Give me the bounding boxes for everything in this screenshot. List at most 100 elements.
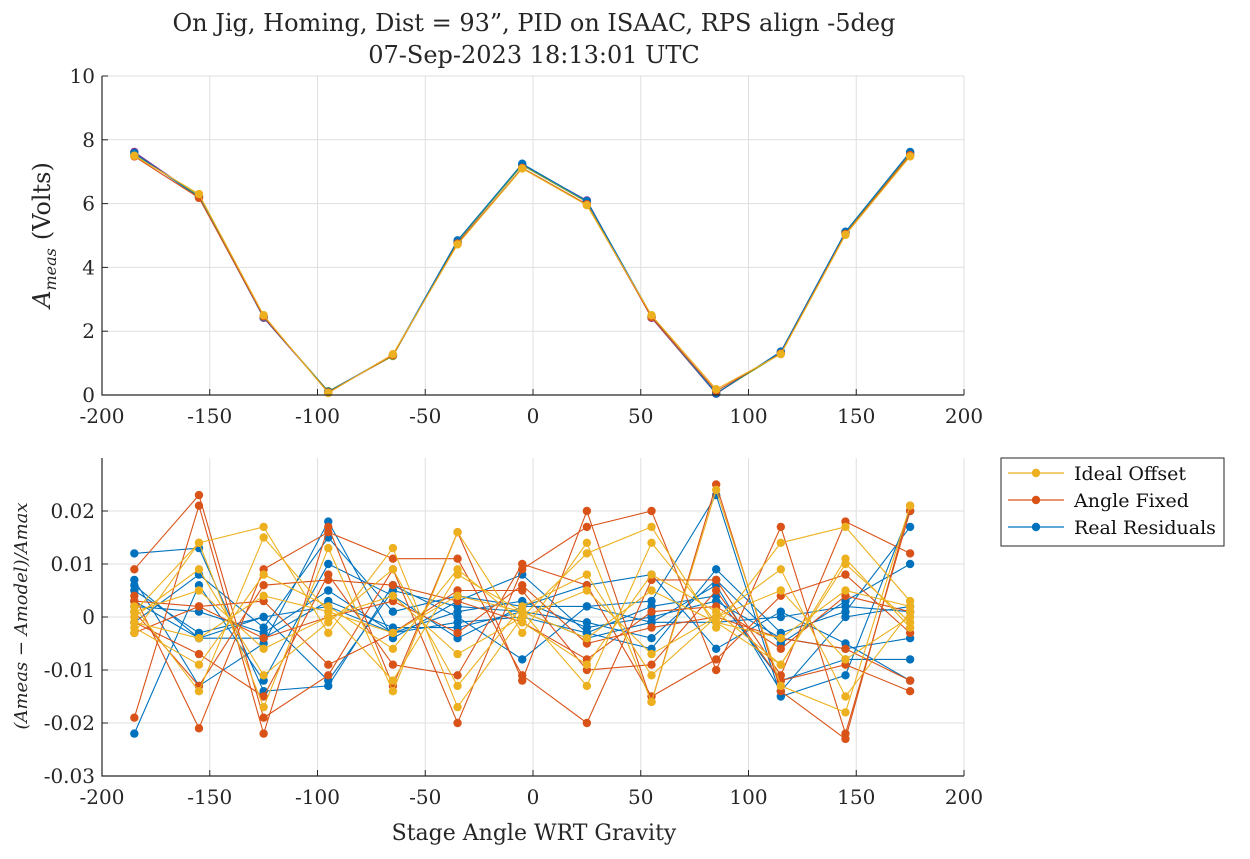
legend: Ideal Offset Angle Fixed Real Residuals — [1000, 457, 1225, 547]
data-point — [130, 549, 139, 558]
data-point — [776, 565, 786, 574]
data-point — [582, 570, 592, 579]
data-point — [776, 349, 786, 359]
x-tick-label: -200 — [80, 404, 125, 428]
data-point — [518, 559, 527, 569]
data-point — [130, 713, 139, 722]
data-point — [259, 591, 268, 600]
data-point — [194, 538, 204, 547]
data-point — [647, 586, 656, 595]
series-line — [134, 153, 911, 394]
x-tick-label: -100 — [295, 404, 340, 428]
data-point — [776, 586, 786, 595]
data-point — [259, 634, 268, 643]
data-point — [582, 538, 592, 547]
top-y-axis-label-unit: (Volts) — [28, 162, 56, 240]
data-point — [582, 602, 592, 611]
y-tick-label: 4 — [82, 255, 95, 279]
data-point — [647, 538, 656, 547]
data-point — [388, 591, 398, 600]
data-point — [518, 607, 527, 616]
legend-marker — [1031, 522, 1041, 532]
data-point — [776, 634, 786, 643]
data-point — [324, 543, 333, 553]
x-tick-label: -150 — [187, 404, 232, 428]
data-point — [647, 649, 656, 659]
series-line — [134, 151, 911, 395]
data-point — [388, 543, 398, 553]
x-axis-label: Stage Angle WRT Gravity — [392, 821, 677, 846]
legend-marker — [1031, 468, 1041, 478]
x-tick-label: 0 — [527, 785, 540, 809]
data-point — [259, 713, 268, 722]
legend-label: Ideal Offset — [1074, 463, 1186, 485]
bottom-y-axis-label: (Ameas − Amodel)/Amax — [11, 502, 32, 729]
data-point — [194, 634, 204, 643]
data-point — [711, 618, 721, 627]
y-tick-label: 0.02 — [50, 499, 95, 523]
data-point — [647, 311, 656, 320]
data-point — [259, 623, 268, 632]
data-point — [130, 581, 139, 590]
data-point — [324, 671, 333, 680]
data-point — [582, 522, 592, 532]
data-point — [582, 586, 592, 595]
data-point — [841, 655, 850, 664]
data-point — [905, 612, 915, 622]
top-y-axis-label-main: A — [28, 291, 56, 310]
data-point — [905, 549, 915, 558]
data-point — [776, 681, 786, 691]
data-point — [194, 660, 204, 669]
data-point — [453, 718, 462, 728]
data-point — [841, 586, 850, 595]
data-point — [324, 660, 333, 669]
data-point — [388, 607, 398, 616]
y-tick-label: 10 — [70, 64, 95, 88]
data-point — [388, 644, 398, 653]
chart-subtitle: 07-Sep-2023 18:13:01 UTC — [368, 41, 700, 69]
y-tick-label: 8 — [82, 128, 95, 152]
x-tick-label: 200 — [945, 785, 983, 809]
series-line — [134, 154, 911, 394]
data-point — [582, 623, 592, 632]
data-point — [388, 554, 398, 563]
data-point — [324, 559, 333, 569]
data-point — [453, 681, 462, 691]
data-point — [711, 385, 721, 394]
x-tick-label: 100 — [729, 404, 767, 428]
data-point — [647, 570, 656, 579]
data-point — [453, 565, 462, 574]
data-point — [130, 618, 139, 627]
y-tick-label: 0 — [82, 605, 95, 629]
y-tick-label: 0 — [82, 383, 95, 407]
data-point — [388, 687, 398, 696]
data-point — [841, 671, 850, 680]
data-point — [711, 655, 721, 664]
data-point — [130, 151, 139, 160]
y-tick-label: 0.01 — [50, 552, 95, 576]
data-point — [259, 533, 268, 542]
series-line — [134, 151, 911, 395]
data-point — [259, 612, 268, 622]
x-tick-label: 150 — [837, 404, 875, 428]
data-point — [194, 490, 204, 500]
data-point — [453, 528, 462, 537]
x-tick-label: 150 — [837, 785, 875, 809]
top-y-axis-label-sub: meas — [41, 248, 60, 290]
y-tick-label: -0.03 — [44, 764, 95, 788]
x-tick-label: 200 — [945, 404, 983, 428]
data-point — [130, 565, 139, 574]
data-point — [453, 607, 462, 616]
data-point — [711, 644, 721, 653]
x-tick-label: -200 — [80, 785, 125, 809]
legend-label: Angle Fixed — [1073, 490, 1189, 512]
data-point — [841, 644, 850, 653]
data-point — [194, 565, 204, 574]
data-point — [518, 655, 527, 664]
y-tick-label: 6 — [82, 192, 95, 216]
data-point — [841, 602, 850, 611]
data-point — [711, 485, 721, 494]
data-point — [259, 644, 268, 653]
top-y-axis-label: Ameas (Volts) — [28, 162, 60, 310]
data-point — [776, 538, 786, 547]
